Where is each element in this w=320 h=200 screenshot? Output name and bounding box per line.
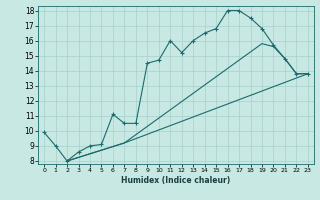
X-axis label: Humidex (Indice chaleur): Humidex (Indice chaleur) (121, 176, 231, 185)
